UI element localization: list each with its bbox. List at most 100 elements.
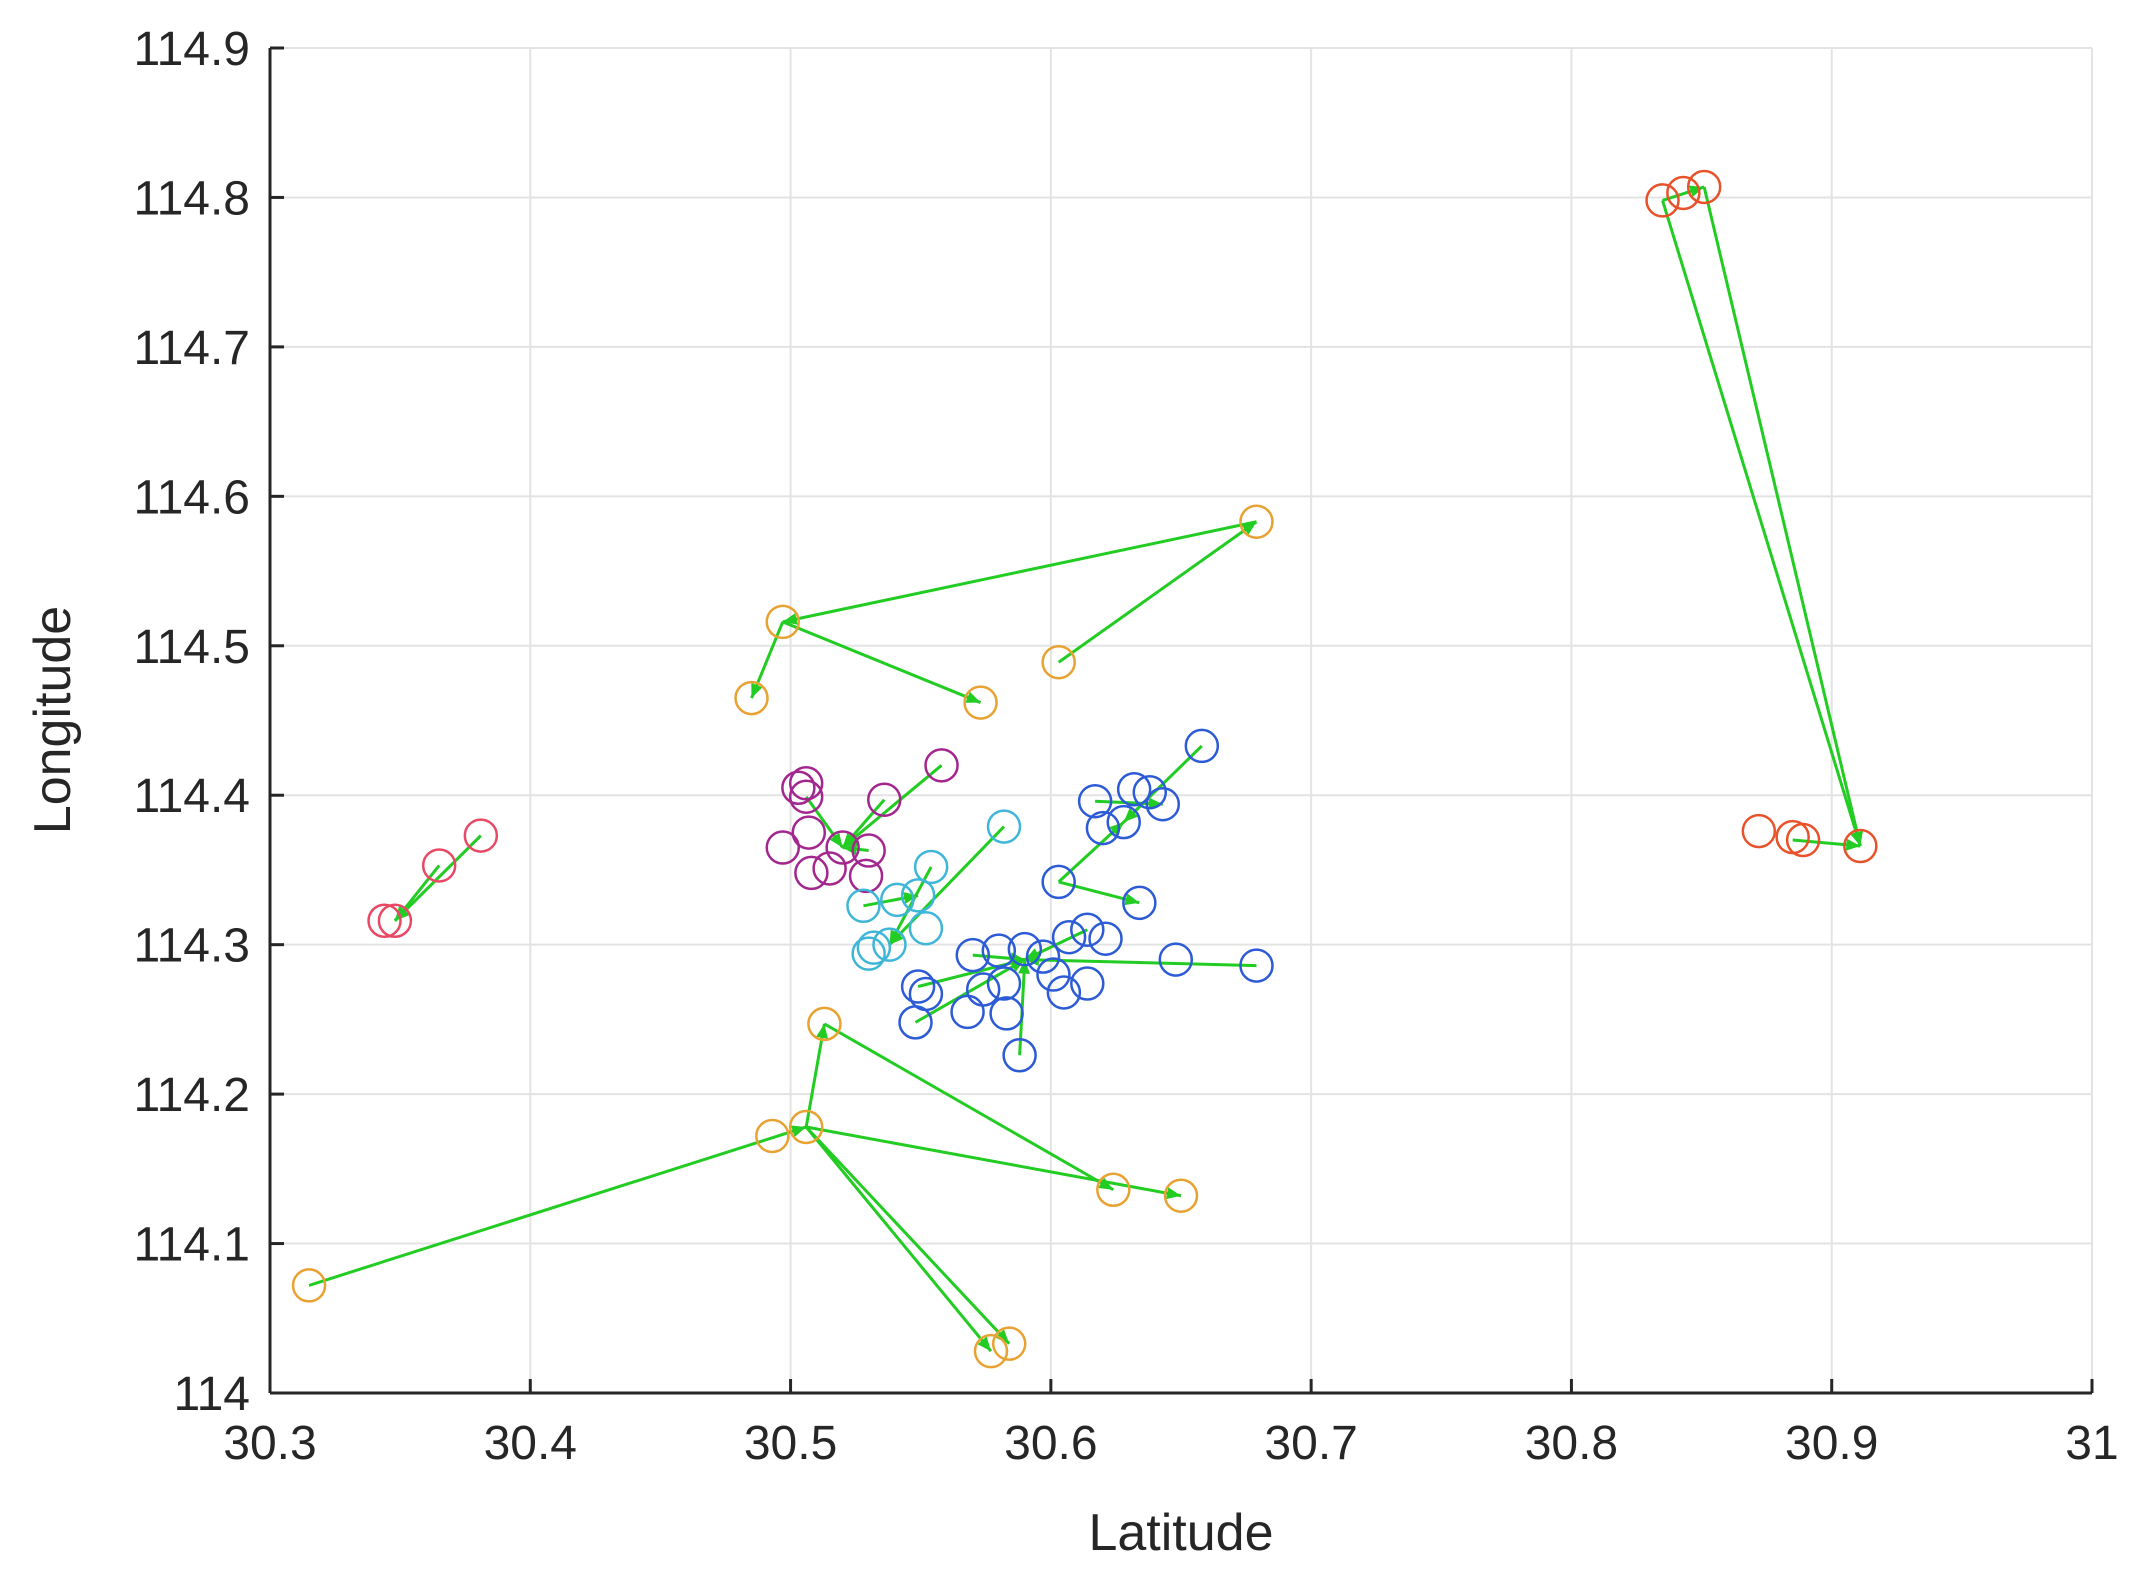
data-point (1666, 175, 1701, 211)
route-arrowhead (977, 1336, 991, 1352)
route-line (914, 958, 1026, 1024)
route-line (393, 834, 482, 922)
y-tick-label: 114.1 (133, 1219, 250, 1272)
data-point (1106, 804, 1141, 840)
route-arrowhead (1689, 185, 1705, 197)
data-point (1041, 644, 1076, 680)
x-tick-label: 30.9 (1785, 1417, 1878, 1470)
data-point (1122, 885, 1157, 921)
y-tick-label: 114.8 (133, 172, 250, 225)
data-point (755, 1118, 790, 1154)
y-tick-label: 114.7 (133, 322, 250, 375)
data-point (986, 966, 1022, 1001)
x-tick-label: 31 (2065, 1417, 2118, 1470)
route-arrowhead (829, 832, 843, 848)
data-point (1041, 864, 1076, 900)
data-point (463, 818, 499, 853)
y-tick-label: 114 (173, 1368, 250, 1421)
route-arrowhead (1024, 948, 1040, 960)
data-point (1163, 1178, 1199, 1213)
data-point (851, 833, 886, 868)
data-point (765, 830, 801, 865)
data-point (1184, 728, 1220, 764)
route-arrowhead (842, 833, 857, 848)
data-point (1088, 921, 1123, 956)
data-point (1785, 822, 1821, 858)
route-line (888, 825, 1006, 946)
data-point (908, 910, 944, 946)
data-point (788, 766, 824, 801)
route-arrowhead (1241, 521, 1257, 535)
data-point (1096, 1172, 1131, 1208)
x-tick-label: 30.3 (223, 1417, 316, 1470)
data-point (1145, 786, 1181, 822)
data-point (848, 858, 884, 894)
x-axis-label: Latitude (1088, 1504, 1273, 1562)
route-arrowhead (1124, 893, 1140, 906)
route-line (308, 1125, 807, 1287)
route-arrowhead (889, 929, 902, 945)
data-point (1116, 771, 1152, 807)
data-point (791, 815, 827, 850)
data-point (856, 930, 892, 965)
data-point (973, 1333, 1009, 1369)
data-point (421, 848, 457, 883)
route-line (1702, 186, 1862, 847)
route-arrowhead (791, 1125, 807, 1137)
route-arrowhead (1851, 831, 1863, 846)
grid-lines (269, 47, 2093, 1394)
data-point (1158, 942, 1194, 977)
x-tick-label: 30.4 (484, 1417, 577, 1470)
route-line (805, 1126, 993, 1353)
data-point (965, 972, 1001, 1007)
data-point (872, 927, 907, 962)
data-point (846, 888, 881, 924)
axes (268, 46, 2094, 1395)
data-point (1025, 939, 1061, 974)
data-point (1843, 828, 1878, 864)
data-point (1077, 783, 1113, 819)
route-arrowhead (1148, 797, 1163, 810)
data-point (955, 937, 991, 973)
data-point (986, 809, 1022, 844)
route-line (823, 1022, 1115, 1192)
route-arrowhead (965, 691, 981, 703)
route-arrowhead (751, 682, 763, 699)
y-axis-label: Longitude (24, 606, 82, 834)
route-line (1661, 199, 1862, 847)
route-arrowhead (1845, 838, 1861, 851)
data-point (851, 936, 886, 971)
route-arrowhead (903, 892, 919, 904)
data-point (981, 933, 1017, 968)
route-line (782, 620, 982, 704)
y-tick-label: 114.6 (133, 471, 250, 524)
data-points (291, 169, 1878, 1369)
data-point (807, 1006, 842, 1042)
route-line (1057, 520, 1258, 664)
route-line (805, 1125, 1182, 1198)
data-point (900, 969, 936, 1004)
data-point (1002, 1038, 1037, 1073)
data-point (1046, 975, 1082, 1010)
data-point (1070, 912, 1105, 947)
route-line (782, 520, 1257, 624)
data-point (924, 748, 959, 783)
data-point (963, 685, 998, 720)
route-arrowhead (1018, 959, 1031, 974)
data-point (1741, 813, 1777, 849)
data-point (1239, 504, 1274, 539)
plot-background (270, 48, 2092, 1393)
y-tick-label: 114.4 (133, 770, 250, 823)
x-tick-label: 30.8 (1525, 1417, 1618, 1470)
x-tick-label: 30.6 (1004, 1417, 1097, 1470)
data-point (367, 903, 402, 939)
data-point (867, 782, 902, 817)
x-tick-label: 30.7 (1264, 1417, 1357, 1470)
data-point (788, 779, 824, 814)
y-tick-label: 114.5 (133, 621, 250, 674)
route-arrowhead (1123, 808, 1138, 823)
y-tick-label: 114.9 (133, 23, 250, 76)
data-point (880, 882, 915, 918)
data-point (734, 680, 769, 716)
